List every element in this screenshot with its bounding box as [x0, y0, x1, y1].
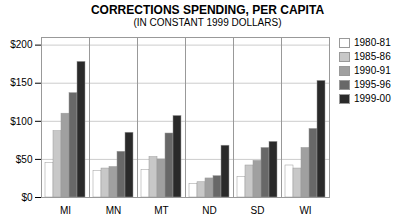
svg-text:$100: $100: [10, 116, 33, 127]
html-text:1980-81: 1980-81: [354, 37, 391, 48]
svg-text:SD: SD: [251, 205, 265, 216]
html-text:1999-00: 1999-00: [354, 93, 391, 104]
html-text:(IN CONSTANT 1999 DOLLARS): (IN CONSTANT 1999 DOLLARS): [133, 17, 282, 28]
html-text:1995-96: 1995-96: [354, 79, 391, 90]
html-text:1990-91: 1990-91: [354, 65, 391, 76]
svg-text:MT: MT: [154, 205, 168, 216]
svg-text:$50: $50: [16, 154, 33, 165]
svg-text:$150: $150: [10, 77, 33, 88]
svg-text:$200: $200: [10, 39, 33, 50]
svg-text:ND: ND: [202, 205, 216, 216]
svg-text:WI: WI: [299, 205, 311, 216]
html-text:1985-86: 1985-86: [354, 51, 391, 62]
svg-text:MI: MI: [60, 205, 71, 216]
html-text:CORRECTIONS SPENDING, PER CAPI: CORRECTIONS SPENDING, PER CAPITA: [90, 3, 325, 17]
svg-text:$0: $0: [21, 192, 33, 203]
svg-text:MN: MN: [106, 205, 122, 216]
